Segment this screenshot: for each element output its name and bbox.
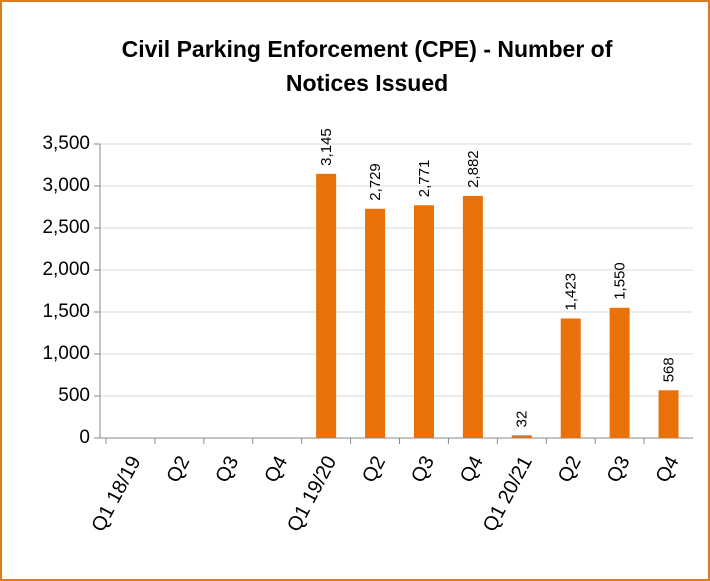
bar [365,208,386,438]
bar [316,173,337,438]
y-tick-label: 1,500 [42,301,90,322]
bar [560,318,581,438]
x-tick-label: Q2 [358,452,390,486]
value-label: 32 [514,411,531,428]
x-tick-label: Q2 [162,452,194,486]
x-tick-label: Q1 19/20 [283,452,341,535]
value-label: 3,145 [318,128,335,166]
chart-title: Civil Parking Enforcement (CPE) - Number… [121,36,613,96]
value-label: 2,729 [367,163,384,201]
y-tick-label: 500 [58,385,90,406]
y-tick-label: 0 [79,427,90,448]
bar [511,435,532,438]
x-tick-label: Q2 [554,452,586,486]
value-label: 2,771 [416,160,433,198]
y-tick-label: 2,000 [42,259,90,280]
value-label: 1,423 [563,273,580,311]
value-label: 1,550 [612,262,629,300]
value-label: 568 [661,357,678,382]
value-label: 2,882 [465,150,482,188]
bar [658,390,679,438]
x-tick-label: Q1 20/21 [479,452,537,535]
y-tick-label: 3,500 [42,133,90,154]
y-tick-label: 3,000 [42,175,90,196]
y-tick-label: 1,000 [42,343,90,364]
x-tick-label: Q3 [407,452,439,486]
bar [413,205,434,438]
x-tick-label: Q1 18/19 [87,452,145,535]
x-tick-label: Q4 [652,452,684,486]
x-tick-label: Q4 [260,452,292,486]
x-tick-label: Q4 [456,452,488,486]
y-tick-label: 2,500 [42,217,90,238]
x-tick-label: Q3 [211,452,243,486]
x-tick-label: Q3 [603,452,635,486]
bar [609,307,630,438]
bar [462,195,483,438]
